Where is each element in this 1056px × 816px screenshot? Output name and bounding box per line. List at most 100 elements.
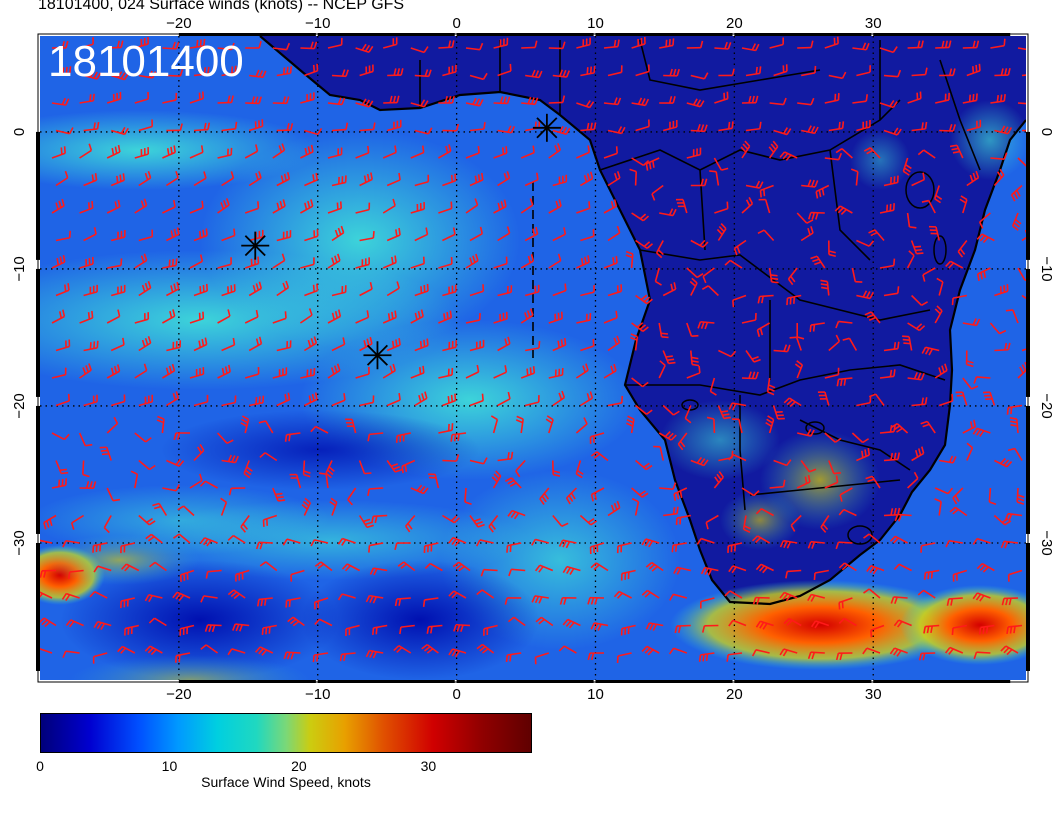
wind-barb <box>635 294 653 305</box>
wind-barb <box>838 508 857 517</box>
wind-barb <box>828 71 847 80</box>
wind-barb <box>394 542 411 551</box>
wind-barb <box>106 309 121 324</box>
wind-barb <box>539 487 550 505</box>
wind-barb <box>341 563 360 572</box>
wind-barb <box>331 122 349 132</box>
wind-barb <box>107 258 123 269</box>
wind-barb <box>745 121 762 132</box>
wind-barb <box>907 322 926 332</box>
wind-barb <box>757 229 775 242</box>
wind-barb <box>728 565 747 574</box>
wind-barb <box>690 239 709 248</box>
wind-barb <box>358 515 374 529</box>
wind-barb <box>893 619 912 628</box>
wind-barb <box>83 394 98 407</box>
wind-barb <box>1006 404 1023 415</box>
wind-barb <box>106 199 121 214</box>
wind-barb <box>706 416 716 434</box>
wind-barb <box>525 69 543 79</box>
wind-barb <box>507 509 526 520</box>
wind-barb <box>276 123 294 132</box>
wind-barb <box>469 72 488 81</box>
wind-barb <box>469 515 485 528</box>
wind-barb <box>272 42 291 51</box>
wind-barb <box>949 506 968 517</box>
wind-barb <box>497 285 513 297</box>
wind-barb <box>580 229 595 242</box>
bottom-tick-bar <box>873 679 1011 683</box>
wind-barb <box>469 393 484 407</box>
wind-barb <box>93 565 112 573</box>
wind-barb <box>493 146 508 159</box>
wind-barb <box>868 229 885 242</box>
wind-barb <box>589 432 605 444</box>
wind-barb <box>189 38 206 49</box>
wind-barb <box>327 37 343 49</box>
wind-barb <box>138 336 152 352</box>
wind-barb <box>820 515 830 533</box>
top-tick-bar <box>734 33 872 37</box>
wind-barb <box>327 309 342 324</box>
wind-barb <box>465 145 480 159</box>
wind-barb <box>259 561 278 572</box>
wind-barb <box>448 590 467 599</box>
wind-barb <box>1005 309 1019 324</box>
wind-barb <box>287 616 305 627</box>
wind-barb <box>475 539 494 547</box>
wind-barb <box>607 171 621 187</box>
wind-barb <box>166 69 184 77</box>
wind-barb <box>629 168 638 186</box>
wind-barb <box>134 432 152 443</box>
wind-barb <box>423 542 439 554</box>
wind-barb <box>310 425 329 434</box>
wind-barb <box>835 541 853 550</box>
wind-barb <box>106 364 121 379</box>
wind-barb <box>386 227 401 242</box>
wind-barb <box>951 624 967 636</box>
wind-barb <box>911 121 928 132</box>
wind-barb <box>671 542 687 553</box>
wind-barb <box>587 596 605 605</box>
wind-barb <box>161 363 176 379</box>
wind-barb <box>810 255 826 269</box>
wind-barb <box>824 36 839 49</box>
wind-barb <box>966 442 974 461</box>
wind-barb <box>448 536 467 547</box>
wind-barb <box>524 226 539 242</box>
wind-barb <box>110 284 126 297</box>
wind-barb <box>284 432 301 442</box>
wind-barb <box>521 40 538 49</box>
wind-barb <box>856 239 875 247</box>
wind-barb <box>552 69 571 78</box>
wind-barb <box>659 208 677 217</box>
wind-barb <box>221 284 236 297</box>
wind-barb <box>906 250 915 269</box>
top-tick-bar <box>178 33 316 37</box>
wind-barb <box>469 457 488 465</box>
wind-barb <box>327 201 343 214</box>
wind-barb <box>337 537 356 546</box>
wind-barb <box>690 124 708 133</box>
wind-barb <box>290 569 305 582</box>
wind-barb <box>193 228 208 242</box>
wind-barb <box>917 149 936 159</box>
wind-barb <box>200 644 219 654</box>
wind-barb <box>248 171 262 187</box>
wind-barb <box>138 394 154 407</box>
wind-barb <box>414 69 432 78</box>
wind-barb <box>520 198 534 214</box>
wind-barb <box>686 98 705 108</box>
wind-barb <box>834 205 853 216</box>
wind-barb <box>911 397 928 407</box>
wind-barb <box>659 38 675 49</box>
wind-barb <box>304 283 319 297</box>
wind-barb <box>952 569 968 582</box>
wind-barb <box>807 651 825 660</box>
wind-barb <box>121 563 140 572</box>
wind-barb <box>245 41 262 49</box>
wind-barb <box>414 174 430 187</box>
wind-barb <box>531 538 550 546</box>
wind-barb <box>345 624 360 636</box>
wind-barb <box>386 119 402 132</box>
